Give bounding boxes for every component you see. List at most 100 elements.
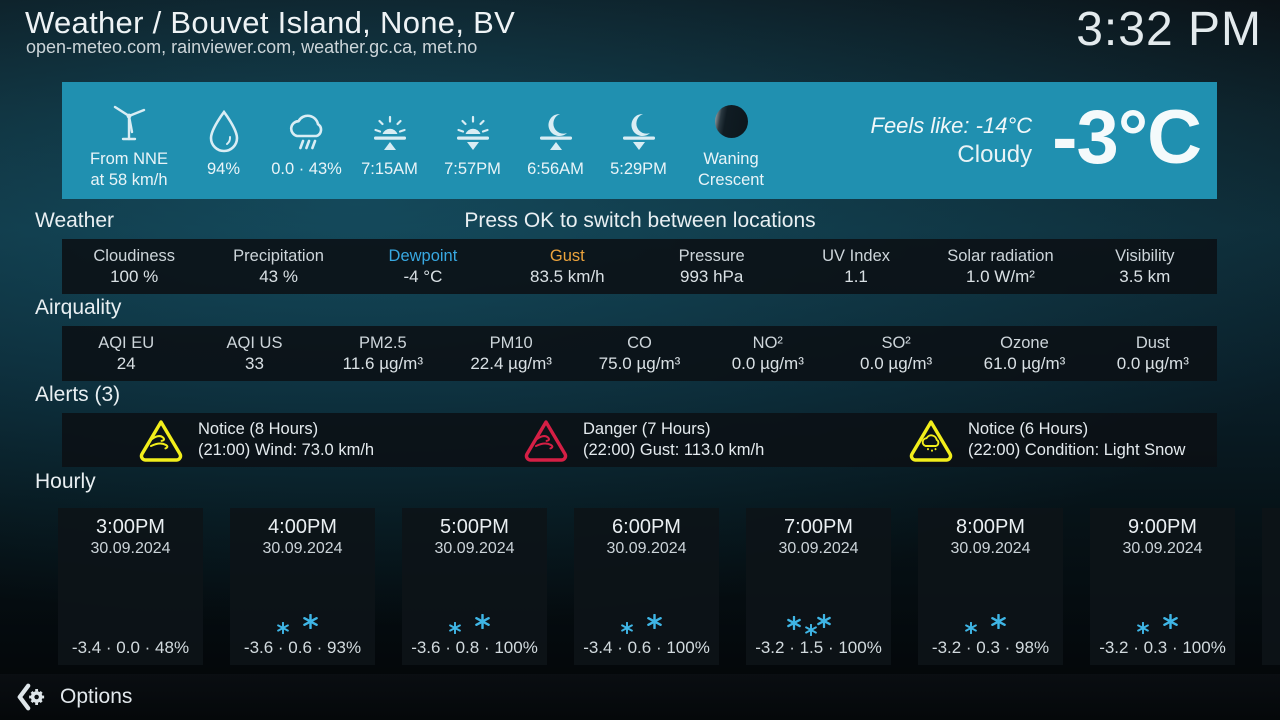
wind-warning-icon — [138, 418, 184, 462]
hourly-card[interactable]: 9:00PM 30.09.2024 -3.2 · 0.3 · 100 — [1090, 508, 1235, 665]
stat-label: Gust — [549, 246, 585, 265]
alerts-row[interactable]: Notice (8 Hours) (21:00) Wind: 73.0 km/h… — [62, 413, 1217, 467]
snowflake-icon — [786, 616, 801, 630]
current-conditions-panel: From NNE at 58 km/h 94% 0.0 · 43% — [62, 82, 1217, 199]
alerts-section-heading: Alerts (3) — [35, 383, 121, 406]
hourly-date: 30.09.2024 — [1122, 540, 1203, 557]
current-summary: Feels like: -14°C Cloudy -3°C — [870, 94, 1202, 182]
cloudy-icon — [587, 558, 707, 636]
stat-value: 100 % — [110, 266, 159, 286]
options-bar: Options — [0, 674, 1280, 720]
hourly-card[interactable]: 7:00PM 30.09.2024 — [746, 508, 891, 665]
stat-label: CO — [627, 333, 652, 352]
stat-value: 0.0 µg/m³ — [731, 353, 804, 373]
moon-phase-icon — [714, 104, 748, 138]
weather-stat: Visibility 3.5 km — [1073, 247, 1217, 287]
hourly-card-partial[interactable] — [1262, 508, 1280, 665]
snowflake-icon — [1136, 622, 1149, 634]
airquality-stat: NO² 0.0 µg/m³ — [704, 334, 832, 374]
hourly-time: 3:00PM — [96, 516, 165, 538]
stat-value: 1.1 — [844, 266, 868, 286]
current-item: 7:57PM — [431, 101, 514, 179]
airquality-stat: Ozone 61.0 µg/m³ — [960, 334, 1088, 374]
stat-label: PM2.5 — [358, 333, 407, 352]
stat-label: AQI US — [226, 333, 283, 352]
clock: 3:32 PM — [1076, 3, 1262, 56]
hourly-card[interactable]: 5:00PM 30.09.2024 -3.6 · 0.8 · 100 — [402, 508, 547, 665]
airquality-section-heading: Airquality — [35, 296, 122, 319]
options-icon[interactable] — [16, 682, 46, 712]
alert-detail: (22:00) Condition: Light Snow — [968, 441, 1186, 459]
current-item: 7:15AM — [348, 101, 431, 179]
stat-value: 24 — [116, 353, 136, 373]
hourly-time: 5:00PM — [440, 516, 509, 538]
snowflake-icon — [302, 614, 318, 629]
stat-value: 1.0 W/m² — [965, 266, 1035, 286]
airquality-stat: CO 75.0 µg/m³ — [575, 334, 703, 374]
stat-label: Cloudiness — [93, 246, 175, 265]
stat-label: PM10 — [489, 333, 533, 352]
stat-value: 33 — [245, 353, 264, 373]
current-item-label: 6:56AM — [527, 160, 584, 179]
stat-label: SO² — [881, 333, 911, 352]
hourly-card[interactable]: 8:00PM 30.09.2024 -3.2 · 0.3 · 98% — [918, 508, 1063, 665]
current-item-label: From NNE at 58 km/h — [90, 150, 168, 189]
snowflake-icon — [474, 614, 490, 629]
airquality-stat: AQI EU 24 — [62, 334, 190, 374]
hourly-summary: -3.4 · 0.6 · 100% — [583, 638, 710, 657]
sunset-icon — [450, 107, 496, 155]
stat-value: 11.6 µg/m³ — [342, 353, 423, 373]
current-item: 0.0 · 43% — [265, 101, 348, 179]
hourly-summary: -3.2 · 1.5 · 100% — [755, 638, 882, 657]
alert-item: Notice (8 Hours) (21:00) Wind: 73.0 km/h — [62, 418, 447, 462]
stat-label: Visibility — [1115, 246, 1175, 265]
snowflake-icon — [620, 622, 633, 634]
stat-value: 3.5 km — [1119, 266, 1171, 286]
page-title: Weather / Bouvet Island, None, BV — [25, 5, 516, 40]
hourly-card[interactable]: 4:00PM 30.09.2024 -3.6 · 0.6 · 93% — [230, 508, 375, 665]
cloudy-icon — [71, 558, 191, 636]
airquality-stat: PM10 22.4 µg/m³ — [447, 334, 575, 374]
current-item-label: 0.0 · 43% — [271, 160, 342, 179]
hourly-time: 7:00PM — [784, 516, 853, 538]
alert-detail: (22:00) Gust: 113.0 km/h — [583, 441, 765, 459]
switch-location-hint: Press OK to switch between locations — [464, 209, 816, 232]
hourly-date: 30.09.2024 — [434, 540, 515, 557]
alert-detail: (21:00) Wind: 73.0 km/h — [198, 441, 375, 459]
weather-stats-row[interactable]: Cloudiness 100 % Precipitation 43 % Dewp… — [62, 239, 1217, 294]
snowflake-icon — [448, 622, 461, 634]
feels-like-text: Feels like: -14°C — [870, 112, 1033, 138]
sunrise-icon — [367, 107, 413, 155]
hourly-card[interactable]: 6:00PM 30.09.2024 -3.4 · 0.6 · 100 — [574, 508, 719, 665]
snowflake-icon — [646, 614, 662, 629]
stat-label: Ozone — [1000, 333, 1049, 352]
hourly-summary: -3.2 · 0.3 · 98% — [931, 638, 1050, 657]
moonrise-icon — [533, 107, 579, 155]
weather-section-heading: Weather — [35, 209, 114, 232]
current-item-label: 7:15AM — [361, 160, 418, 179]
weather-stat: Pressure 993 hPa — [640, 247, 784, 287]
weather-stat: Dewpoint -4 °C — [351, 247, 495, 287]
current-item: 5:29PM — [597, 101, 680, 179]
hourly-date: 30.09.2024 — [606, 540, 687, 557]
alert-title: Danger (7 Hours) — [583, 420, 711, 439]
stat-value: 43 % — [259, 266, 298, 286]
current-temperature: -3°C — [1052, 94, 1202, 180]
rain-cloud-icon — [284, 107, 330, 155]
cloudy-icon — [931, 558, 1051, 636]
wind-warning-icon — [523, 418, 569, 462]
hourly-time: 6:00PM — [612, 516, 681, 538]
current-item-label: Waning Crescent — [697, 150, 765, 189]
stat-label: Precipitation — [233, 246, 324, 265]
hourly-card[interactable]: 3:00PM 30.09.2024 -3.4 · 0.0 · 48% — [58, 508, 203, 665]
airquality-stats-row[interactable]: AQI EU 24 AQI US 33 PM2.5 11.6 µg/m³ PM1… — [62, 326, 1217, 381]
weather-stat: Cloudiness 100 % — [62, 247, 206, 287]
hourly-time: 4:00PM — [268, 516, 337, 538]
snowflake-icon — [276, 622, 289, 634]
hourly-summary: -3.6 · 0.6 · 93% — [243, 638, 362, 657]
hourly-date: 30.09.2024 — [90, 540, 171, 557]
stat-value: -4 °C — [403, 266, 443, 286]
options-button[interactable]: Options — [60, 685, 133, 708]
airquality-stat: AQI US 33 — [190, 334, 318, 374]
